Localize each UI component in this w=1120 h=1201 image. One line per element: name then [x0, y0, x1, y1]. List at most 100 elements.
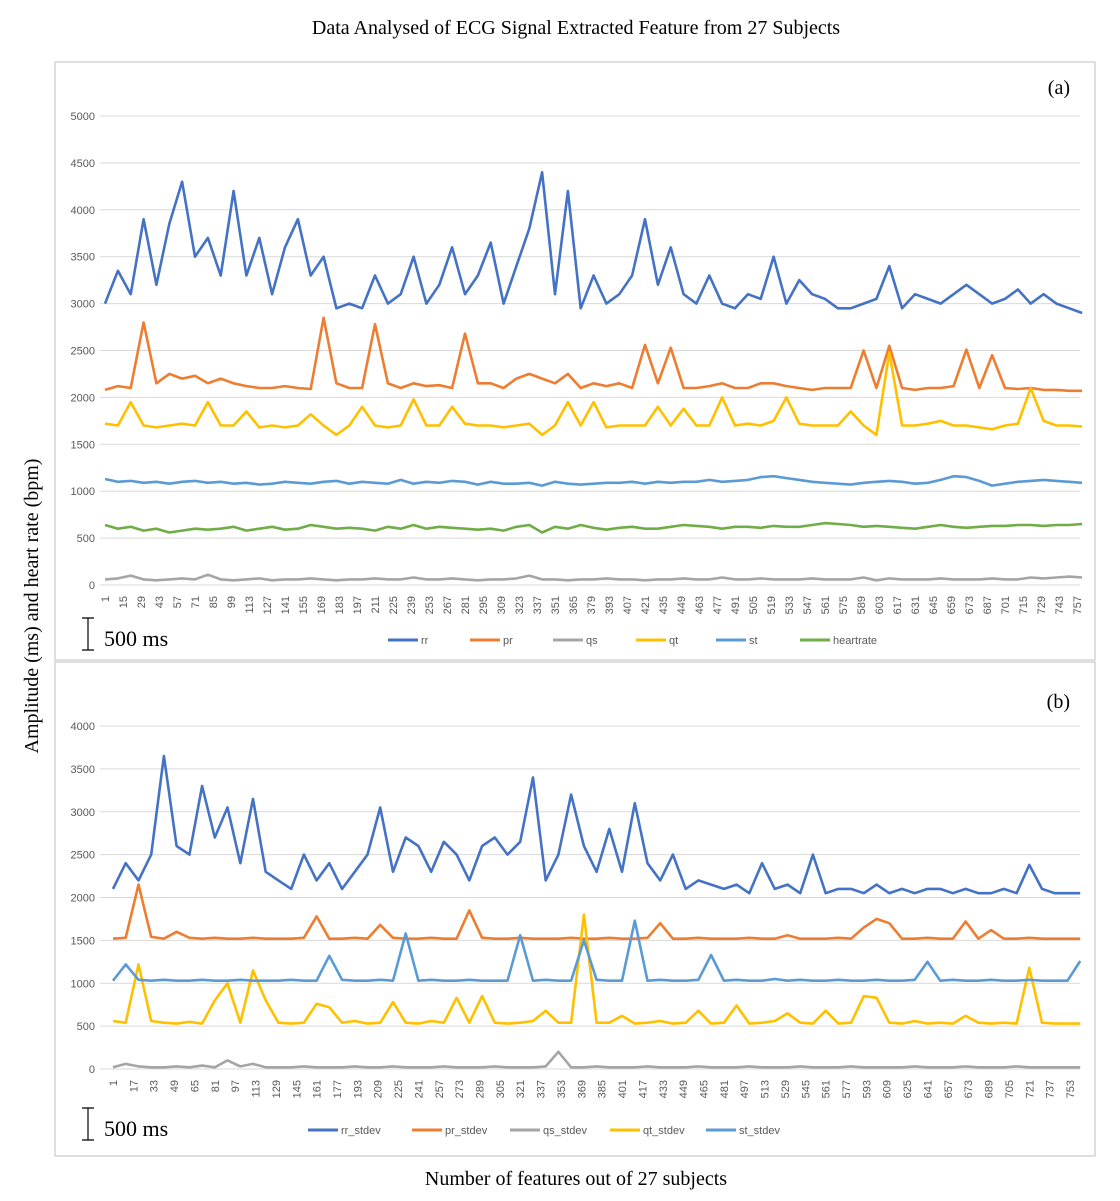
- y-tick-label: 4000: [71, 205, 95, 217]
- x-tick-label: 305: [495, 1080, 507, 1098]
- x-tick-label: 393: [604, 596, 616, 614]
- x-tick-label: 481: [719, 1080, 731, 1098]
- x-tick-label: 657: [943, 1080, 955, 1098]
- x-tick-label: 281: [460, 596, 472, 614]
- y-tick-label: 3500: [71, 252, 95, 264]
- x-tick-label: 127: [262, 596, 274, 614]
- x-tick-label: 513: [760, 1080, 772, 1098]
- x-tick-label: 689: [984, 1080, 996, 1098]
- x-tick-label: 257: [434, 1080, 446, 1098]
- series-line-pr_stdev: [112, 883, 1081, 941]
- series-line-rr_stdev: [111, 754, 1081, 895]
- x-tick-label: 169: [316, 596, 328, 614]
- legend-label-pr_stdev: pr_stdev: [445, 1125, 488, 1137]
- y-tick-label: 3500: [71, 764, 95, 776]
- x-tick-label: 449: [676, 596, 688, 614]
- panel-a: 0 500 1000 1500 2000 2500 3000 3500 4000 4500 5000…: [71, 77, 1084, 651]
- x-tick-label: 289: [475, 1080, 487, 1098]
- series-line-pr: [104, 316, 1083, 393]
- x-tick-label: 641: [922, 1080, 934, 1098]
- x-tick-label: 673: [964, 596, 976, 614]
- y-tick-label: 1500: [71, 935, 95, 947]
- legend-label-st_stdev: st_stdev: [739, 1125, 780, 1137]
- x-tick-label: 225: [388, 596, 400, 614]
- x-tick-label: 273: [454, 1080, 466, 1098]
- y-tick-label: 3000: [71, 807, 95, 819]
- x-tick-label: 145: [291, 1080, 303, 1098]
- x-tick-label: 1: [108, 1080, 120, 1086]
- series-line-st_stdev: [111, 919, 1082, 983]
- x-tick-label: 321: [515, 1080, 527, 1098]
- x-tick-label: 575: [838, 596, 850, 614]
- y-tick-label: 0: [89, 580, 95, 592]
- legend-label-pr: pr: [503, 635, 513, 647]
- x-tick-label: 631: [910, 596, 922, 614]
- x-tick-label: 323: [514, 596, 526, 614]
- legend-label-st: st: [749, 635, 758, 647]
- x-tick-label: 463: [694, 596, 706, 614]
- series-line-qs_stdev: [112, 1050, 1081, 1069]
- x-tick-label: 561: [821, 1080, 833, 1098]
- y-axis-label: Amplitude (ms) and heart rate (bpm): [21, 459, 43, 754]
- x-tick-label: 465: [698, 1080, 710, 1098]
- x-tick-label: 705: [1004, 1080, 1016, 1098]
- x-tick-label: 617: [892, 596, 904, 614]
- x-tick-label: 65: [189, 1080, 201, 1092]
- x-axis-label: Number of features out of 27 subjects: [425, 1168, 727, 1190]
- x-tick-label: 161: [312, 1080, 324, 1098]
- x-tick-label: 113: [244, 596, 256, 614]
- x-tick-label: 609: [882, 1080, 894, 1098]
- x-tick-label: 417: [637, 1080, 649, 1098]
- x-tick-label: 369: [576, 1080, 588, 1098]
- x-tick-label: 113: [251, 1080, 263, 1098]
- y-tick-label: 2000: [71, 893, 95, 905]
- panel-label: (b): [1047, 691, 1070, 713]
- x-tick-label: 577: [841, 1080, 853, 1098]
- x-tick-label: 337: [536, 1080, 548, 1098]
- series-line-qt: [104, 351, 1083, 437]
- x-tick-label: 593: [861, 1080, 873, 1098]
- y-tick-label: 1000: [71, 486, 95, 498]
- x-tick-label: 15: [118, 596, 130, 608]
- x-tick-label: 659: [946, 596, 958, 614]
- y-tick-label: 0: [89, 1064, 95, 1076]
- x-tick-label: 561: [820, 596, 832, 614]
- x-tick-label: 43: [154, 596, 166, 608]
- x-tick-label: 71: [190, 596, 202, 608]
- x-tick-label: 547: [802, 596, 814, 614]
- x-tick-label: 435: [658, 596, 670, 614]
- x-tick-label: 401: [617, 1080, 629, 1098]
- x-tick-label: 17: [128, 1080, 140, 1092]
- panel-b: 0 500 1000 1500 2000 2500 3000 3500 4000 1 17 33 49 6…: [71, 691, 1082, 1141]
- x-tick-label: 421: [640, 596, 652, 614]
- x-tick-label: 209: [373, 1080, 385, 1098]
- x-tick-label: 309: [496, 596, 508, 614]
- x-tick-label: 379: [586, 596, 598, 614]
- y-tick-label: 1500: [71, 439, 95, 451]
- x-tick-label: 491: [730, 596, 742, 614]
- x-tick-label: 729: [1036, 596, 1048, 614]
- y-tick-label: 5000: [71, 111, 95, 123]
- y-tick-label: 2500: [71, 346, 95, 358]
- x-tick-label: 753: [1065, 1080, 1077, 1098]
- x-tick-label: 141: [280, 596, 292, 614]
- figure-title: Data Analysed of ECG Signal Extracted Fe…: [312, 17, 840, 39]
- x-tick-label: 757: [1072, 596, 1084, 614]
- x-tick-label: 701: [1000, 596, 1012, 614]
- x-tick-label: 433: [658, 1080, 670, 1098]
- scale-bar-label: 500 ms: [104, 626, 168, 651]
- panel-label: (a): [1048, 77, 1070, 99]
- x-tick-label: 505: [748, 596, 760, 614]
- x-tick-label: 645: [928, 596, 940, 614]
- x-tick-label: 743: [1054, 596, 1066, 614]
- x-tick-label: 267: [442, 596, 454, 614]
- x-tick-label: 129: [271, 1080, 283, 1098]
- x-tick-label: 197: [352, 596, 364, 614]
- x-tick-label: 497: [739, 1080, 751, 1098]
- x-tick-label: 155: [298, 596, 310, 614]
- x-tick-label: 589: [856, 596, 868, 614]
- series-line-heartrate: [104, 521, 1083, 534]
- x-tick-label: 365: [568, 596, 580, 614]
- x-tick-label: 407: [622, 596, 634, 614]
